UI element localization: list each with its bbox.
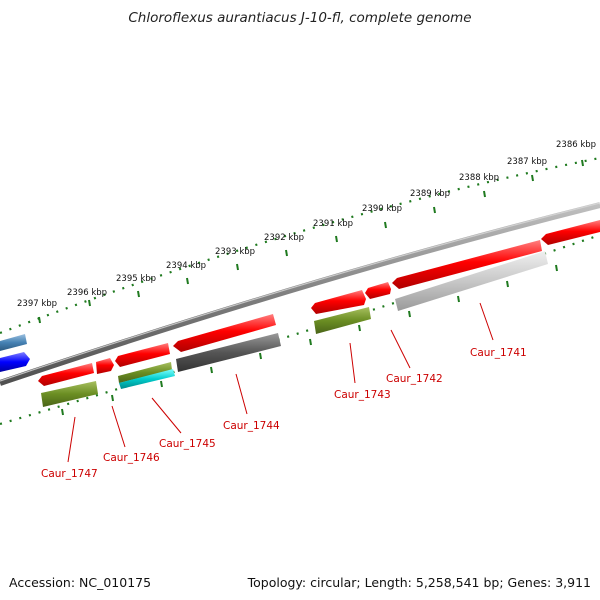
forward-cds — [38, 220, 600, 386]
kbp-label-2389: 2389 kbp — [410, 189, 450, 199]
cds-arrow-caur-1742 — [365, 282, 391, 299]
gene-label-caur-1743[interactable]: Caur_1743 — [334, 389, 391, 401]
inner-major-ticks — [61, 264, 558, 416]
partial-feature-steelblue — [0, 334, 27, 351]
genome-backbone — [0, 202, 600, 386]
gene-label-caur-1744[interactable]: Caur_1744 — [223, 420, 280, 432]
kbp-label-2393: 2393 kbp — [215, 247, 255, 257]
outer-major-ticks — [38, 159, 584, 324]
label-leader-lines — [67, 302, 494, 463]
backbone-highlight — [0, 202, 600, 382]
gene-label-caur-1745[interactable]: Caur_1745 — [159, 438, 216, 450]
bar-lightgray-caur-1741 — [395, 251, 548, 311]
cds-arrow-edge — [541, 220, 600, 245]
map-title: Chloroflexus aurantiacus J-10-fl, comple… — [128, 10, 472, 26]
genome-summary-text: Topology: circular; Length: 5,258,541 bp… — [247, 575, 591, 590]
kbp-label-2394: 2394 kbp — [166, 261, 206, 271]
gene-label-caur-1742[interactable]: Caur_1742 — [386, 373, 443, 385]
cds-arrow-caur-1745 — [115, 343, 170, 367]
kbp-label-2390: 2390 kbp — [362, 204, 402, 214]
bar-darkgray-caur-1744 — [176, 333, 281, 372]
kbp-label-2386: 2386 kbp — [556, 140, 596, 150]
outer-tick-track — [0, 156, 600, 335]
gene-label-caur-1747[interactable]: Caur_1747 — [41, 468, 98, 480]
cds-arrow-caur-1747 — [38, 363, 94, 386]
kbp-label-2387: 2387 kbp — [507, 157, 547, 167]
bar-olive-caur-1743 — [314, 307, 371, 334]
bar-olive-caur-1745 — [118, 362, 172, 383]
kbp-label-2395: 2395 kbp — [116, 274, 156, 284]
partial-feature-blue — [0, 352, 30, 372]
accession-text: Accession: NC_010175 — [9, 575, 152, 590]
kbp-label-2388: 2388 kbp — [459, 173, 499, 183]
gene-label-caur-1741[interactable]: Caur_1741 — [470, 347, 527, 359]
lower-feature-bars — [41, 251, 548, 407]
kbp-label-2396: 2396 kbp — [67, 288, 107, 298]
bar-olive-caur-1747 — [41, 381, 98, 407]
bar-cyan-caur-1745 — [119, 369, 175, 389]
cds-arrow-caur-1743 — [311, 290, 366, 314]
cds-arrow-caur-1741 — [392, 240, 542, 289]
kbp-label-2392: 2392 kbp — [264, 233, 304, 243]
cds-arrow-caur-1746 — [96, 358, 114, 374]
gene-label-caur-1746[interactable]: Caur_1746 — [103, 452, 160, 464]
cds-arrow-caur-1744 — [173, 314, 276, 352]
kbp-label-2397: 2397 kbp — [17, 299, 57, 309]
kbp-label-2391: 2391 kbp — [313, 219, 353, 229]
